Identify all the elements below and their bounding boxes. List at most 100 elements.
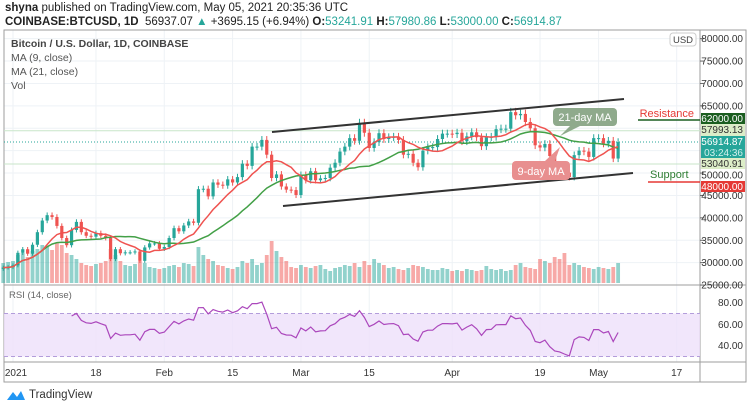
volume-bar xyxy=(284,261,289,283)
candle-body xyxy=(128,252,132,254)
rsi-legend: RSI (14, close) xyxy=(9,290,72,301)
volume-bar xyxy=(269,241,274,283)
candles xyxy=(1,107,620,271)
volume-bar xyxy=(347,266,352,283)
time-axis[interactable]: 2021 18 Feb 15 Mar 15 Apr 19 May 17 xyxy=(5,368,683,379)
legend-ma9[interactable]: MA (9, close) xyxy=(11,52,73,64)
candle-body xyxy=(265,139,269,155)
low-badge-text: 53040.91 xyxy=(701,159,743,170)
price-change: +3695.15 (+6.94%) xyxy=(210,16,310,28)
candle-body xyxy=(406,153,410,155)
volume-bar xyxy=(235,267,240,283)
candle-body xyxy=(50,215,54,217)
candle-body xyxy=(533,128,537,146)
candle-body xyxy=(597,138,601,140)
volume-bar xyxy=(255,265,259,283)
volume-bar xyxy=(172,265,176,283)
low-label: L: xyxy=(439,16,451,28)
rsi-tick: 40.00 xyxy=(718,341,743,352)
candle-body xyxy=(484,137,488,147)
candle-body xyxy=(455,132,459,135)
candle-body xyxy=(372,142,376,148)
volume-bar xyxy=(274,251,279,283)
candle-body xyxy=(113,249,118,260)
candle-body xyxy=(94,233,98,237)
time-tick-label: Feb xyxy=(156,368,174,379)
volume-bar xyxy=(98,263,103,283)
price-tick-label: 80000.00 xyxy=(701,34,743,45)
volume-bar xyxy=(606,269,611,283)
volume-bar xyxy=(508,270,513,283)
volume-bar xyxy=(425,269,430,283)
candle-body xyxy=(84,232,88,236)
candle-body xyxy=(143,247,147,261)
rsi-tick: 60.00 xyxy=(718,320,743,331)
candle-body xyxy=(353,138,357,141)
price-axis[interactable]: 80000.00 75000.00 70000.00 65000.00 50000.00… xyxy=(700,34,743,292)
ma21-callout-text: 21-day MA xyxy=(558,112,612,124)
ma21-callout[interactable]: 21-day MA xyxy=(553,108,617,136)
price-tick-label: 30000.00 xyxy=(701,258,743,269)
candle-body xyxy=(440,133,445,140)
legend-vol[interactable]: Vol xyxy=(11,80,26,92)
countdown-text: 03:24:36 xyxy=(704,148,743,159)
candle-body xyxy=(89,235,93,237)
volume-bar xyxy=(245,263,250,283)
volume-bar xyxy=(152,268,157,283)
candle-body xyxy=(514,112,518,116)
volume-bar xyxy=(289,267,294,283)
volume-bar xyxy=(479,270,484,283)
volume-bar xyxy=(338,267,342,283)
support-label: Support xyxy=(650,169,689,181)
tradingview-logo[interactable]: TradingView xyxy=(6,389,92,401)
time-tick-label: 2021 xyxy=(5,368,28,379)
volume-bar xyxy=(25,257,30,283)
candle-body xyxy=(445,133,449,135)
legend-ma21[interactable]: MA (21, close) xyxy=(11,66,79,78)
volume-bar xyxy=(372,259,377,283)
volume-bar xyxy=(538,259,542,283)
candle-body xyxy=(494,129,498,137)
volume-bar xyxy=(74,259,79,283)
resistance-badge: 62000.00 xyxy=(701,113,745,125)
candle-body xyxy=(377,133,381,143)
author[interactable]: shyna xyxy=(5,2,39,14)
price-tick-label: 65000.00 xyxy=(701,101,743,112)
candle-body xyxy=(201,188,205,190)
volume-bar xyxy=(406,268,411,283)
ma9-line xyxy=(3,123,619,269)
volume-bar xyxy=(601,268,606,283)
low-badge: 53040.91 xyxy=(701,158,745,170)
volume-bar xyxy=(206,259,211,283)
candle-body xyxy=(162,246,166,249)
candle-body xyxy=(55,216,59,226)
rsi-band xyxy=(4,313,700,357)
volume-bar xyxy=(294,268,298,283)
candle-body xyxy=(255,146,259,148)
volume-bar xyxy=(259,263,264,283)
time-tick-label: 15 xyxy=(227,368,239,379)
candle-body xyxy=(592,138,596,157)
candle-body xyxy=(177,228,181,232)
currency-label: USD xyxy=(673,35,693,46)
usd-badge[interactable]: USD xyxy=(669,32,697,47)
volume-bar xyxy=(84,265,89,283)
candle-body xyxy=(157,243,161,249)
volume-bar xyxy=(211,261,215,283)
resistance-label: Resistance xyxy=(640,108,694,120)
volume-bar xyxy=(318,265,323,283)
ma9-callout[interactable]: 9-day MA xyxy=(512,147,570,180)
channel-lower-line[interactable] xyxy=(282,172,634,207)
resistance-badge-text: 62000.00 xyxy=(701,114,743,125)
volume-bar xyxy=(582,267,586,283)
volume-bar xyxy=(440,268,445,283)
channel-upper-line[interactable] xyxy=(271,98,625,133)
volume-bar xyxy=(264,255,269,283)
last-price: 56937.07 xyxy=(144,16,193,28)
publish-info: shyna published on TradingView.com, May … xyxy=(5,2,348,14)
candle-body xyxy=(216,182,220,185)
volume-bar xyxy=(216,265,220,283)
tradingview-text: TradingView xyxy=(29,389,93,401)
